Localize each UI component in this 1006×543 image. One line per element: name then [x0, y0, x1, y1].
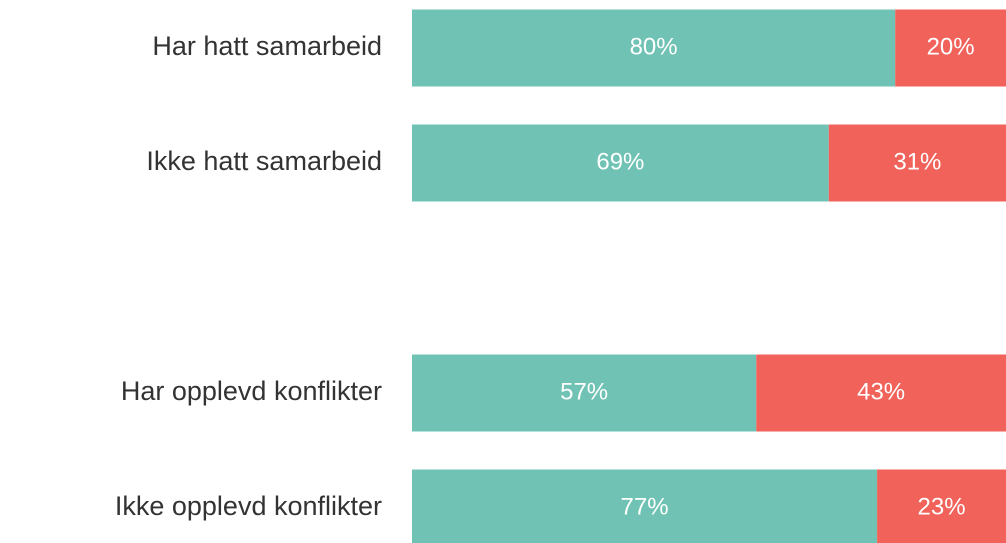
data-label: 23%: [918, 493, 966, 520]
data-label: 31%: [893, 148, 941, 175]
bar-segment: [412, 354, 757, 432]
data-label: 69%: [596, 148, 644, 175]
bar-segment: [877, 469, 1006, 543]
bar-segment: [895, 9, 1006, 87]
data-label: 20%: [927, 33, 975, 60]
data-label: 80%: [630, 33, 678, 60]
bar-segment: [412, 124, 829, 202]
category-label: Ikke opplevd konflikter: [115, 491, 382, 521]
category-label: Har hatt samarbeid: [152, 31, 382, 61]
bar-segment: [828, 124, 1006, 202]
bar-segment: [756, 354, 1006, 432]
category-label: Ikke hatt samarbeid: [146, 146, 382, 176]
bar-segment: [412, 9, 896, 87]
data-label: 43%: [857, 378, 905, 405]
category-label: Har opplevd konflikter: [121, 376, 382, 406]
bar-segment: [412, 469, 878, 543]
data-label: 77%: [621, 493, 669, 520]
data-label: 57%: [560, 378, 608, 405]
